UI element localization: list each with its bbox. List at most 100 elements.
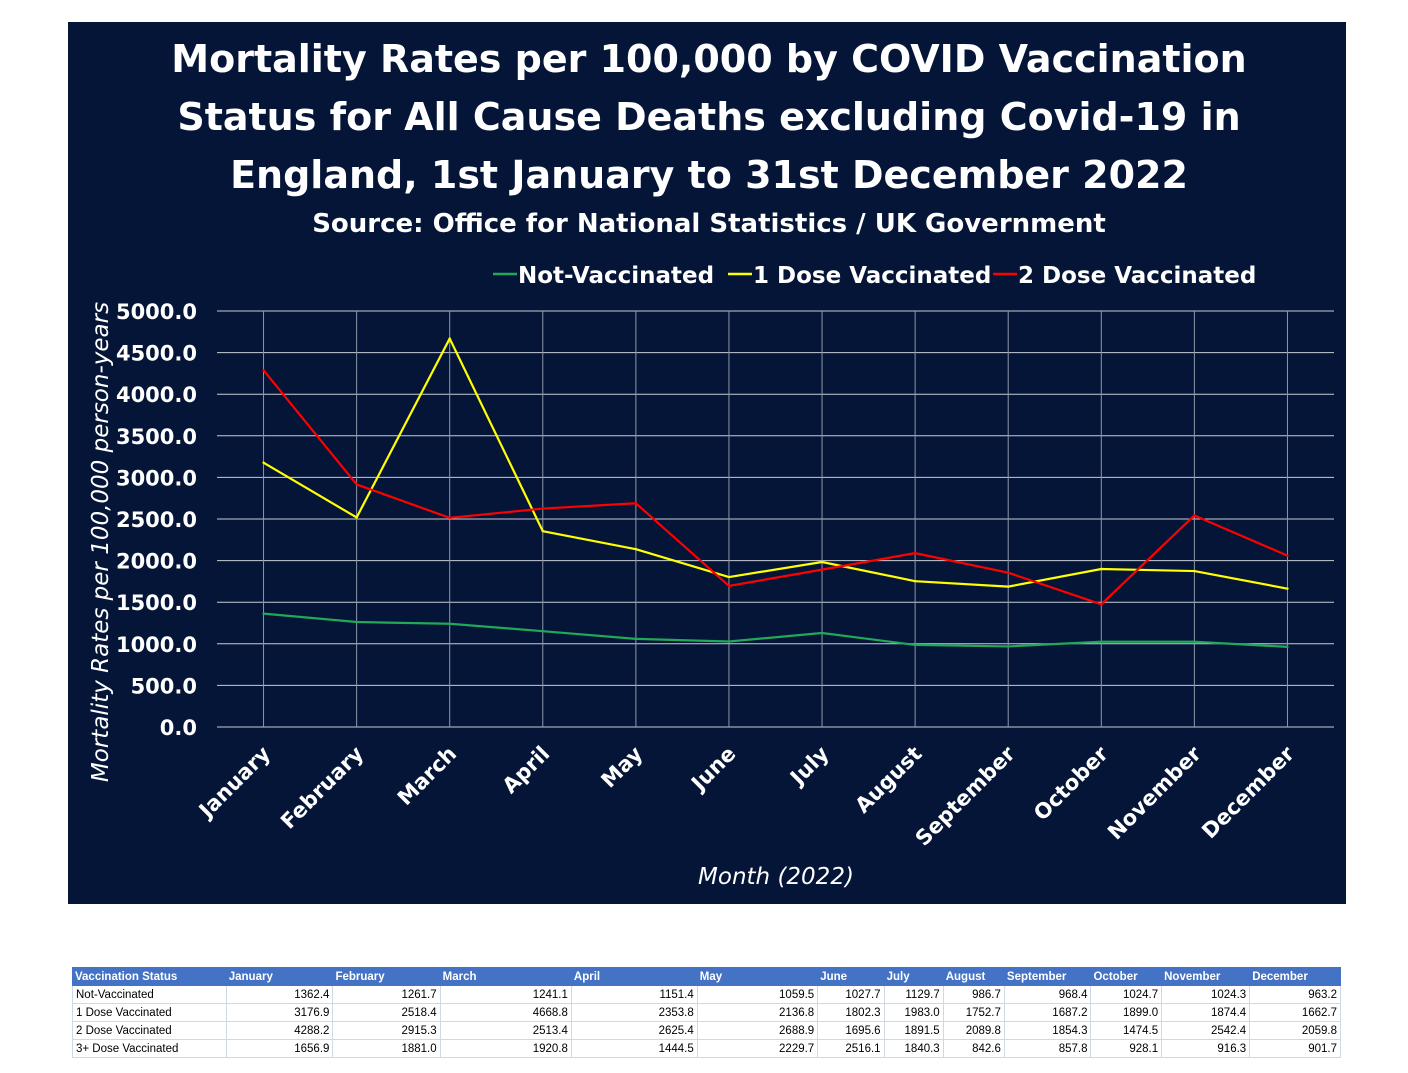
table-cell: 1891.5 xyxy=(883,1021,944,1040)
table-cell: 916.3 xyxy=(1161,1039,1251,1058)
x-tick-label: November xyxy=(1103,741,1206,844)
table-cell: 2625.4 xyxy=(570,1021,698,1040)
table-cell: 1752.7 xyxy=(942,1003,1005,1022)
data-point xyxy=(448,516,451,520)
y-tick-label: 3000.0 xyxy=(116,466,197,490)
chart-title-line-1: Mortality Rates per 100,000 by COVID Vac… xyxy=(171,37,1246,81)
data-point xyxy=(634,502,638,505)
table-cell: 842.6 xyxy=(942,1039,1005,1058)
table-header-cell: July xyxy=(883,967,944,986)
data-point xyxy=(1100,640,1103,643)
data-table: Vaccination Status January February March Ap… xyxy=(72,967,1341,1058)
table-cell: 1920.8 xyxy=(439,1039,572,1058)
table-cell: 2516.1 xyxy=(817,1039,885,1058)
chart-title-line-3: England, 1st January to 31st December 20… xyxy=(230,153,1188,197)
chart-subtitle: Source: Office for National Statistics /… xyxy=(312,209,1106,239)
x-tick-label: December xyxy=(1197,741,1299,843)
data-point xyxy=(448,622,451,625)
table-cell: 2089.8 xyxy=(942,1021,1005,1040)
table-cell: 1027.7 xyxy=(817,985,885,1004)
table-header-cell: March xyxy=(439,967,572,986)
x-axis-label: Month (2022) xyxy=(698,864,854,890)
table-row: 2 Dose Vaccinated 4288.2 2915.3 2513.4 2625.… xyxy=(72,1021,1341,1040)
data-point xyxy=(448,337,451,340)
table-cell: 857.8 xyxy=(1003,1039,1092,1058)
y-tick-label: 4500.0 xyxy=(116,342,197,366)
table-cell: 4288.2 xyxy=(225,1021,334,1040)
x-tick-label: August xyxy=(850,742,926,818)
table-cell: 2542.4 xyxy=(1161,1021,1251,1040)
y-tick-label: 3500.0 xyxy=(116,425,197,449)
table-row: Not-Vaccinated 1362.4 1261.7 1241.1 1151.4 10… xyxy=(72,985,1341,1004)
data-point xyxy=(355,483,358,486)
x-tick-label: October xyxy=(1029,741,1113,825)
table-cell: 2059.8 xyxy=(1249,1021,1341,1040)
y-axis-label: Mortality Rates per 100,000 person-years xyxy=(88,302,114,782)
data-point xyxy=(1007,571,1010,574)
table-header-cell: December xyxy=(1249,967,1341,986)
table-header-row: Vaccination Status January February March Ap… xyxy=(72,967,1341,986)
table-cell: 1687.2 xyxy=(1003,1003,1092,1022)
legend-label: 1 Dose Vaccinated xyxy=(753,263,991,289)
table-cell: 2353.8 xyxy=(570,1003,698,1022)
x-tick-label: May xyxy=(596,741,647,792)
table-cell: 1899.0 xyxy=(1090,1003,1163,1022)
table-header-cell: June xyxy=(817,967,885,986)
data-point xyxy=(541,529,544,533)
x-tick-label: March xyxy=(393,742,461,810)
y-axis-ticks: 0.0 500.0 1000.0 1500.0 2000.0 2500.0 3000.0 35… xyxy=(116,300,197,740)
y-tick-label: 1500.0 xyxy=(116,591,197,615)
data-point xyxy=(1286,554,1289,557)
data-point xyxy=(634,548,638,551)
table-cell: 2513.4 xyxy=(439,1021,572,1040)
y-tick-label: 4000.0 xyxy=(116,383,197,407)
series-lines xyxy=(262,337,1289,649)
table-cell: 2136.8 xyxy=(696,1003,819,1022)
data-point xyxy=(262,612,265,615)
table-row-label: 3+ Dose Vaccinated xyxy=(72,1039,227,1058)
table-header-cell: November xyxy=(1161,967,1251,986)
data-point xyxy=(913,579,917,583)
data-point xyxy=(820,560,824,564)
chart-title-line-2: Status for All Cause Deaths excluding Co… xyxy=(177,95,1240,139)
table-cell: 3176.9 xyxy=(225,1003,334,1022)
series-line-2 xyxy=(262,337,1288,590)
data-point xyxy=(262,461,265,464)
table-cell: 1261.7 xyxy=(332,985,441,1004)
data-point xyxy=(355,516,358,519)
table-header-cell: October xyxy=(1090,967,1163,986)
table-cell: 2229.7 xyxy=(696,1039,819,1058)
data-point xyxy=(541,630,544,633)
y-tick-label: 1000.0 xyxy=(116,633,197,657)
x-tick-label: July xyxy=(784,741,833,790)
y-tick-label: 5000.0 xyxy=(116,300,197,324)
table-cell: 901.7 xyxy=(1249,1039,1341,1058)
chart-legend: Not-Vaccinated 1 Dose Vaccinated 2 Dose Va… xyxy=(493,263,1256,289)
table-cell: 968.4 xyxy=(1003,985,1092,1004)
table-cell: 1024.7 xyxy=(1090,985,1163,1004)
table-cell: 1983.0 xyxy=(883,1003,944,1022)
table-cell: 963.2 xyxy=(1249,985,1341,1004)
table-row-label: Not-Vaccinated xyxy=(72,985,227,1004)
data-point xyxy=(541,507,544,510)
data-point xyxy=(1193,640,1196,643)
table-header-cell: April xyxy=(570,967,698,986)
table-cell: 1024.3 xyxy=(1161,985,1251,1004)
table-cell: 1241.1 xyxy=(439,985,572,1004)
table-header-cell: Vaccination Status xyxy=(72,967,227,986)
data-point xyxy=(355,620,358,624)
table-cell: 986.7 xyxy=(942,985,1005,1004)
data-point xyxy=(1007,645,1010,648)
data-point xyxy=(820,631,824,635)
data-point xyxy=(820,568,824,571)
x-tick-label: February xyxy=(276,741,368,833)
table-cell: 1854.3 xyxy=(1003,1021,1092,1040)
x-tick-label: September xyxy=(911,741,1020,850)
data-point xyxy=(913,551,917,555)
legend-label: Not-Vaccinated xyxy=(518,263,714,289)
table-cell: 1874.4 xyxy=(1161,1003,1251,1022)
x-tick-label: April xyxy=(498,742,555,799)
table-cell: 1695.6 xyxy=(817,1021,885,1040)
table-cell: 1881.0 xyxy=(332,1039,441,1058)
table-header-cell: May xyxy=(696,967,819,986)
